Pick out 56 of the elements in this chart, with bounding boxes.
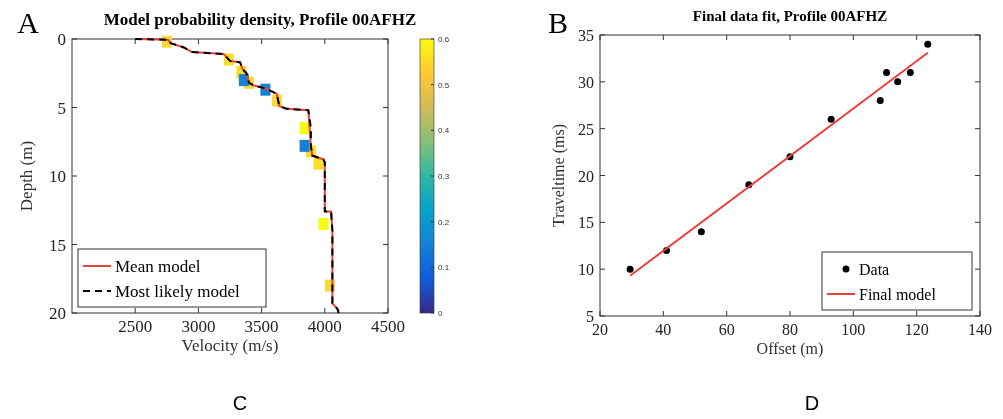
chart-title: Model probability density, Profile 00AFHZ xyxy=(103,10,417,29)
color-bar-label: 0.3 xyxy=(438,172,450,181)
color-bar-label: 0.5 xyxy=(438,80,450,90)
color-bar-label: 0.2 xyxy=(438,217,450,227)
point xyxy=(894,78,902,86)
point xyxy=(876,97,884,105)
x-tick-label: 140 xyxy=(968,321,992,338)
legend-label: Data xyxy=(859,261,890,278)
x-tick-label: 40 xyxy=(655,321,672,338)
x-tick-label: 100 xyxy=(841,321,866,338)
y-tick-label: 20 xyxy=(578,167,594,185)
y-tick-label: 5 xyxy=(57,98,66,118)
y-tick-label: 10 xyxy=(49,167,66,186)
y-tick-label: 35 xyxy=(578,27,594,44)
point xyxy=(827,115,835,123)
y-tick-label: 15 xyxy=(49,235,66,255)
x-tick-label: 20 xyxy=(592,321,608,338)
point xyxy=(299,139,310,152)
x-tick-label: 60 xyxy=(718,321,735,338)
point xyxy=(924,40,932,48)
point xyxy=(697,228,705,236)
y-tick-label: 15 xyxy=(578,214,594,232)
x-axis-title: Velocity (m/s) xyxy=(181,336,279,355)
x-tick-label: 3000 xyxy=(181,317,216,336)
x-tick-label: 4000 xyxy=(307,317,342,336)
x-tick-label: 2500 xyxy=(118,317,153,336)
point xyxy=(313,157,324,170)
y-tick-label: 20 xyxy=(49,304,66,323)
text: B xyxy=(547,6,569,39)
x-tick-label: 120 xyxy=(904,321,929,338)
color-bar-label: 0.1 xyxy=(438,263,450,273)
x-tick-label: 80 xyxy=(782,321,798,338)
color-bar-label: 0 xyxy=(438,309,443,318)
color-bar-label: 0.6 xyxy=(438,35,450,44)
point xyxy=(883,68,891,76)
text: A xyxy=(17,6,40,39)
text: C xyxy=(232,392,248,414)
y-tick-label: 10 xyxy=(578,261,594,279)
legend-label: Most likely model xyxy=(115,282,240,301)
point xyxy=(906,68,914,76)
y-axis-title: Depth (m) xyxy=(17,140,36,212)
x-axis-title: Offset (m) xyxy=(756,340,824,358)
y-tick-label: 0 xyxy=(57,30,66,49)
y-tick-label: 30 xyxy=(578,73,594,91)
chart-title: Final data fit, Profile 00AFHZ xyxy=(692,8,888,24)
y-axis-title: Traveltime (ms) xyxy=(550,124,568,227)
text: D xyxy=(804,392,820,414)
x-tick-label: 3500 xyxy=(244,317,279,336)
y-tick-label: 5 xyxy=(586,308,594,325)
color-bar-label: 0.4 xyxy=(438,126,450,136)
y-tick-label: 25 xyxy=(578,120,594,138)
point xyxy=(626,265,634,273)
legend-label: Mean model xyxy=(115,257,201,276)
x-tick-label: 4500 xyxy=(371,317,405,336)
legend-label: Final model xyxy=(859,286,937,303)
point xyxy=(318,217,329,230)
